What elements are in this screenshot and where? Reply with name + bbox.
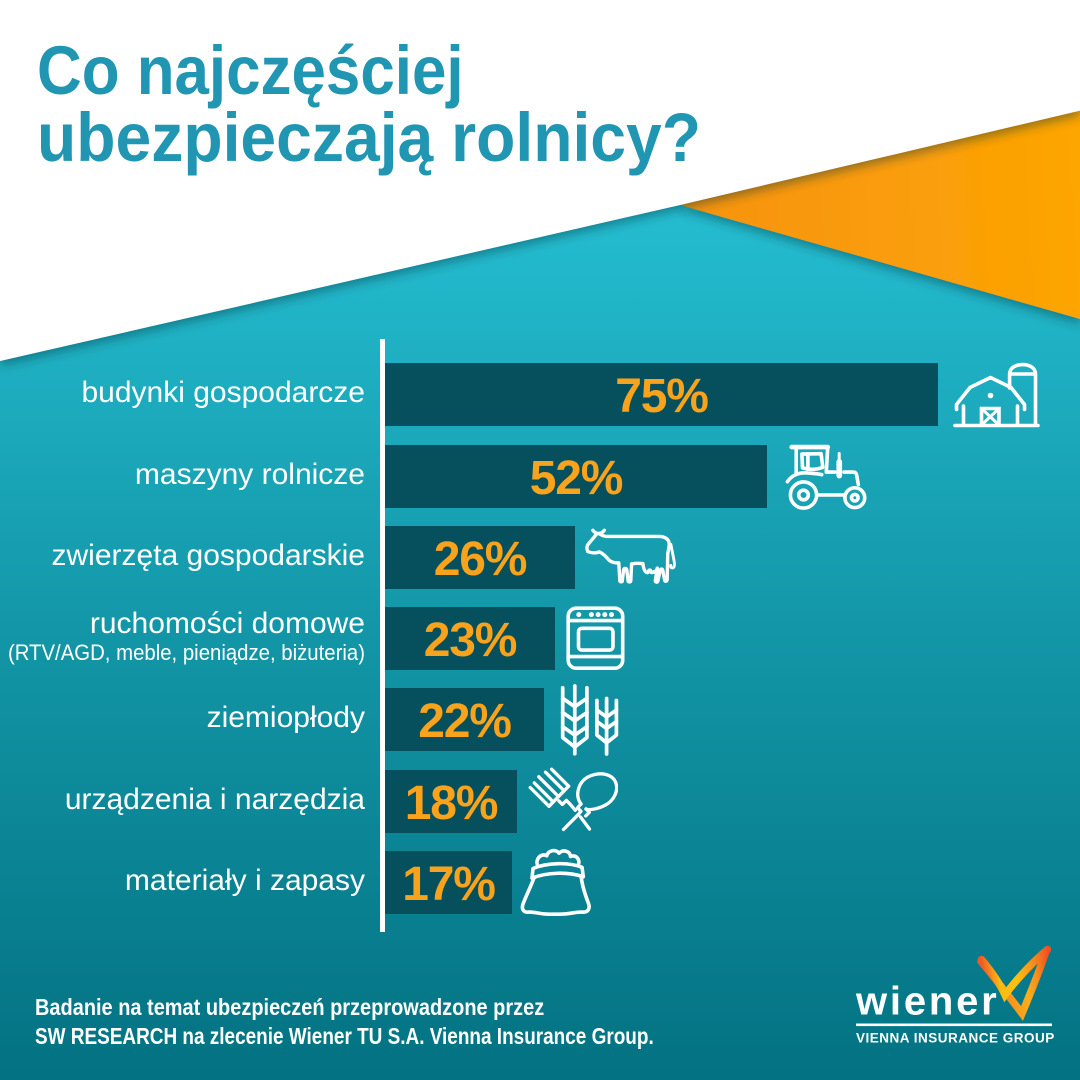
svg-text:wiener: wiener <box>855 980 1000 1024</box>
svg-text:VIENNA INSURANCE GROUP: VIENNA INSURANCE GROUP <box>856 1031 1055 1046</box>
